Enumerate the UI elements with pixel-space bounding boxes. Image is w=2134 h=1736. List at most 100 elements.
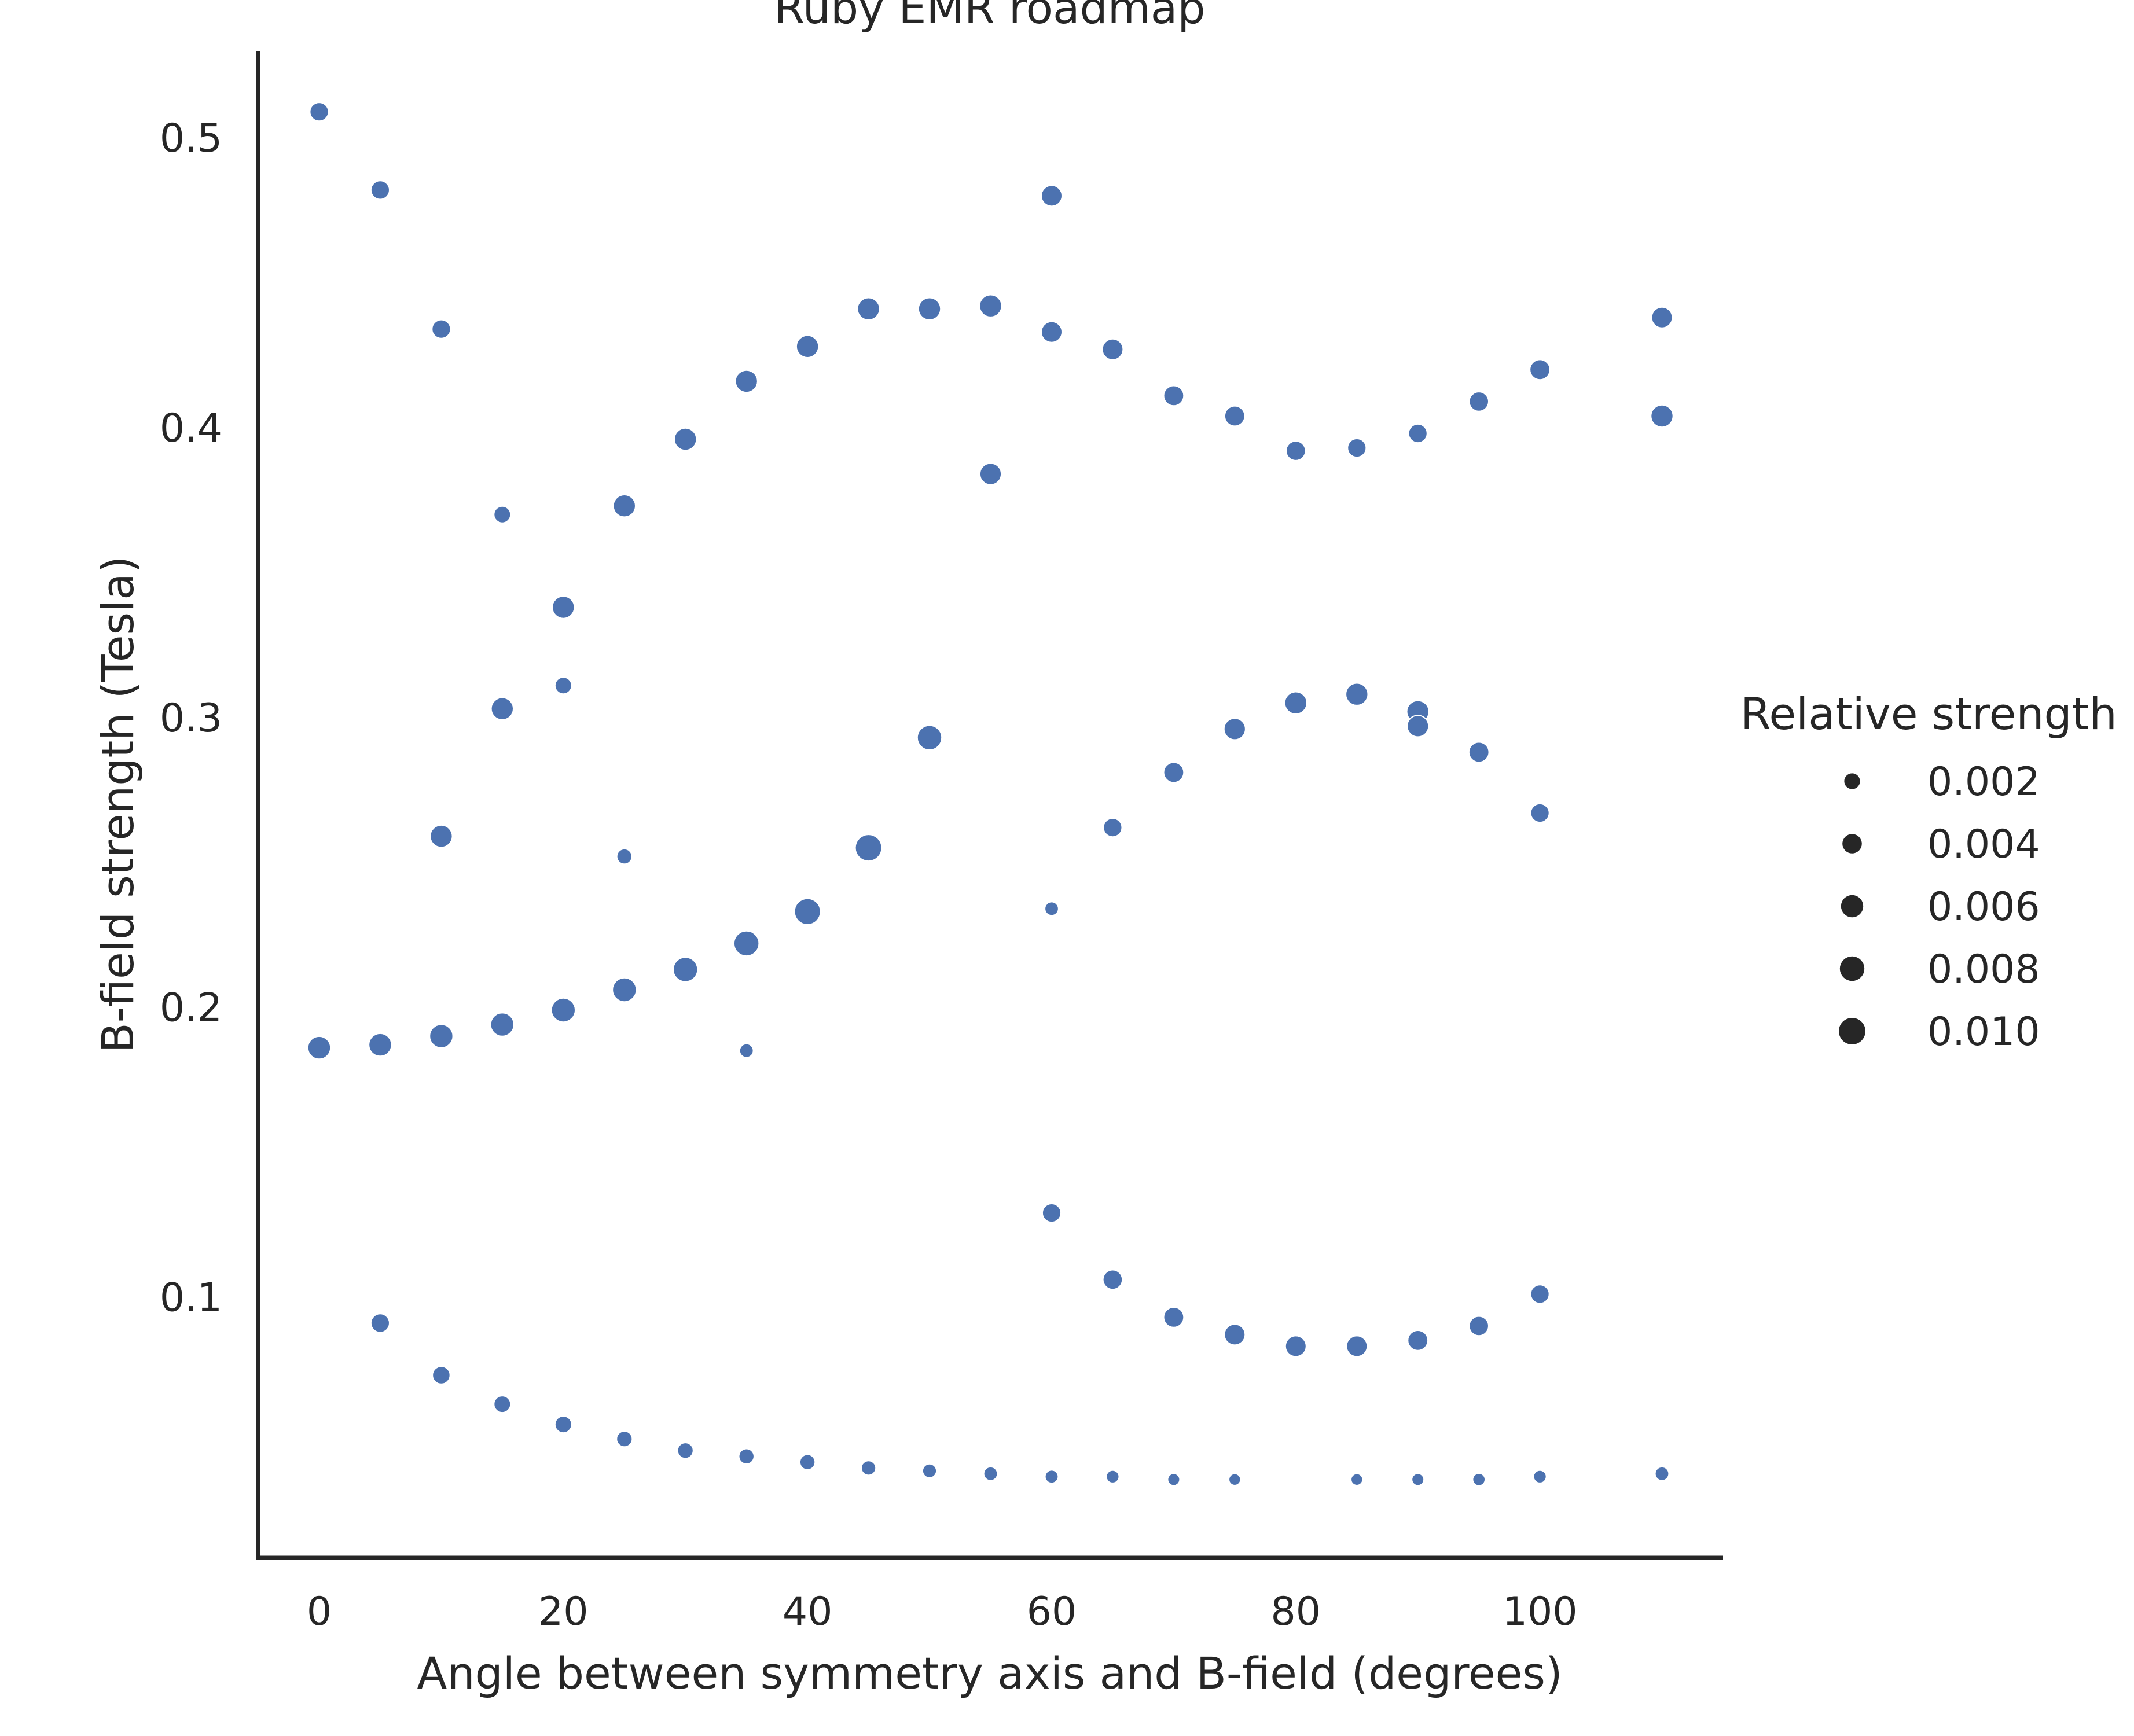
data-point xyxy=(674,427,697,451)
data-point xyxy=(733,930,760,957)
data-point xyxy=(979,294,1002,318)
data-point xyxy=(1041,1203,1062,1223)
data-point xyxy=(734,369,758,393)
data-point xyxy=(799,1454,816,1470)
data-point xyxy=(1041,321,1063,343)
legend-title: Relative strength xyxy=(1740,688,2117,740)
data-point xyxy=(1345,682,1369,706)
data-point xyxy=(554,676,572,695)
data-point xyxy=(1041,185,1063,207)
x-tick-label: 20 xyxy=(538,1589,589,1635)
data-point xyxy=(739,1043,754,1058)
x-tick-label: 80 xyxy=(1271,1589,1321,1635)
y-tick-label: 0.1 xyxy=(160,1275,222,1321)
data-point xyxy=(1346,1335,1368,1358)
data-point xyxy=(612,977,637,1003)
data-point xyxy=(368,1032,392,1057)
data-point xyxy=(921,1463,938,1478)
data-point xyxy=(1163,762,1185,784)
data-point xyxy=(1163,385,1185,407)
data-point xyxy=(673,957,699,983)
data-point xyxy=(1407,1330,1429,1351)
y-axis-title: B-field strength (Tesla) xyxy=(92,556,144,1053)
data-point xyxy=(1101,338,1124,361)
data-point xyxy=(1347,438,1367,458)
legend-label: 0.004 xyxy=(1927,822,2040,867)
data-points xyxy=(307,102,1674,1487)
data-point xyxy=(861,1460,877,1476)
legend-marker xyxy=(1842,834,1862,854)
data-point xyxy=(1651,306,1673,329)
data-point xyxy=(677,1442,694,1459)
data-point xyxy=(1468,1315,1489,1337)
chart-title: Ruby EMR roadmap xyxy=(774,0,1205,34)
y-tick-labels: 0.1 0.2 0.3 0.4 0.5 xyxy=(160,116,222,1321)
data-point xyxy=(1167,1473,1181,1487)
data-point xyxy=(738,1448,755,1465)
data-point xyxy=(429,1024,454,1049)
legend-marker xyxy=(1839,956,1865,981)
legend-label: 0.010 xyxy=(1927,1009,2040,1055)
data-point xyxy=(1224,405,1246,427)
data-point xyxy=(917,297,942,321)
legend-label: 0.006 xyxy=(1927,884,2040,930)
data-point xyxy=(1163,1307,1185,1328)
data-point xyxy=(370,180,391,200)
data-point xyxy=(616,1430,633,1448)
data-point xyxy=(1044,901,1059,917)
data-point xyxy=(431,319,451,339)
legend-label: 0.002 xyxy=(1927,759,2040,805)
data-point xyxy=(857,297,880,321)
data-point xyxy=(307,1035,332,1060)
data-point xyxy=(1411,1473,1425,1487)
data-point xyxy=(854,834,883,862)
data-point xyxy=(616,848,633,865)
data-point xyxy=(1468,391,1489,412)
data-point xyxy=(490,1012,515,1037)
y-tick-label: 0.3 xyxy=(160,696,222,741)
data-point xyxy=(1044,1469,1059,1484)
data-point xyxy=(1529,359,1551,381)
data-point xyxy=(1654,1466,1670,1481)
data-point xyxy=(490,697,514,720)
x-tick-label: 0 xyxy=(307,1589,332,1635)
data-point xyxy=(1350,1473,1364,1487)
legend-marker xyxy=(1844,773,1860,789)
data-point xyxy=(1530,1284,1550,1304)
data-point xyxy=(1103,818,1123,838)
data-point xyxy=(550,997,576,1023)
legend-marker xyxy=(1839,1018,1865,1044)
y-tick-label: 0.4 xyxy=(160,406,222,451)
data-point xyxy=(916,724,943,751)
x-tick-label: 60 xyxy=(1027,1589,1077,1635)
y-tick-label: 0.2 xyxy=(160,985,222,1031)
data-point xyxy=(552,595,575,619)
data-point xyxy=(1224,1323,1246,1346)
data-point xyxy=(1285,440,1306,461)
data-point xyxy=(309,102,329,122)
data-point xyxy=(1408,423,1428,444)
data-point xyxy=(493,1395,512,1414)
data-point xyxy=(432,1366,451,1385)
data-point xyxy=(1284,691,1308,715)
legend: Relative strength 0.002 0.004 0.006 0.008 0.… xyxy=(1740,688,2117,1055)
data-point xyxy=(370,1313,391,1333)
data-point xyxy=(1406,715,1430,738)
y-tick-label: 0.5 xyxy=(160,116,222,161)
data-point xyxy=(612,494,637,518)
data-point xyxy=(1533,1469,1547,1484)
x-axis-title: Angle between symmetry axis and B-field … xyxy=(417,1647,1562,1699)
data-point xyxy=(1105,1469,1120,1484)
data-point xyxy=(983,1466,998,1481)
data-point xyxy=(979,462,1002,486)
data-point xyxy=(493,505,512,524)
data-point xyxy=(1284,1335,1307,1358)
data-point xyxy=(554,1415,572,1434)
data-point xyxy=(1223,718,1246,741)
x-tick-label: 40 xyxy=(783,1589,833,1635)
legend-label: 0.008 xyxy=(1927,947,2040,992)
data-point xyxy=(795,334,820,358)
x-tick-labels: 0 20 40 60 80 100 xyxy=(307,1589,1578,1635)
data-point xyxy=(1102,1269,1123,1290)
